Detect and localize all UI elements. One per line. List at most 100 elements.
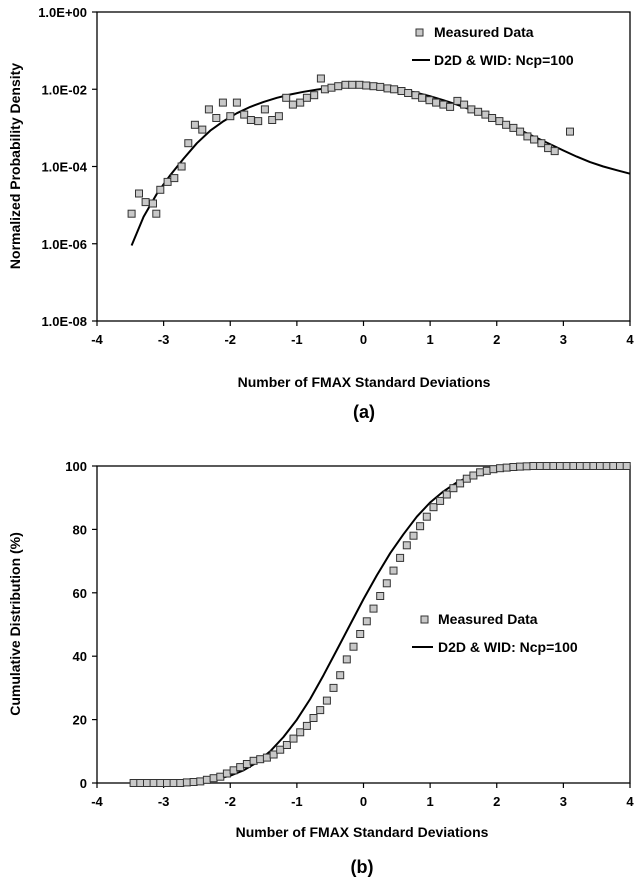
data-point-measured: [402, 541, 411, 550]
data-point-measured: [143, 779, 151, 787]
data-point-measured: [562, 462, 571, 470]
data-point-measured: [149, 199, 157, 208]
y-tick-label: 40: [73, 649, 87, 664]
x-tick-label: -4: [91, 332, 103, 347]
data-point-measured: [316, 74, 325, 83]
data-point-measured: [418, 93, 427, 102]
data-point-measured: [409, 531, 418, 540]
data-point-measured: [163, 177, 172, 186]
data-point-measured: [349, 642, 358, 651]
data-point-measured: [446, 102, 455, 111]
data-point-measured: [216, 772, 225, 781]
series-line-model: [130, 465, 630, 784]
y-tick-label: 60: [73, 586, 87, 601]
data-point-measured: [249, 756, 258, 765]
x-tick-label: -3: [158, 332, 170, 347]
data-point-measured: [582, 462, 591, 470]
legend-label-model: D2D & WID: Ncp=100: [438, 639, 578, 655]
data-point-measured: [355, 80, 364, 89]
data-point-measured: [556, 462, 564, 470]
data-point-measured: [376, 82, 385, 91]
data-point-measured: [576, 462, 584, 470]
data-point-measured: [135, 189, 143, 198]
data-point-measured: [198, 125, 207, 134]
data-point-measured: [529, 462, 538, 470]
legend-label-measured: Measured Data: [434, 24, 534, 40]
data-point-measured: [509, 463, 518, 471]
data-point-measured: [327, 83, 336, 92]
data-point-measured: [334, 82, 343, 91]
data-point-measured: [254, 117, 263, 126]
data-point-measured: [246, 116, 255, 124]
y-tick-label: 1.0E-08: [41, 314, 87, 329]
data-point-measured: [425, 96, 434, 105]
y-tick-label: 0: [80, 776, 87, 791]
data-point-measured: [502, 463, 511, 472]
data-point-measured: [136, 779, 145, 787]
x-tick-label: -1: [291, 332, 303, 347]
x-tick-label: -2: [224, 794, 236, 809]
data-point-measured: [209, 774, 218, 783]
data-point-measured: [449, 484, 458, 493]
data-point-measured: [516, 462, 525, 471]
panel-label: (b): [351, 857, 374, 877]
data-point-measured: [169, 779, 178, 787]
data-point-measured: [456, 479, 465, 488]
data-point-measured: [189, 778, 198, 786]
data-point-measured: [282, 741, 291, 749]
legend-marker-measured: [415, 28, 424, 37]
data-point-measured: [544, 144, 553, 153]
data-point-measured: [390, 85, 399, 94]
data-point-measured: [369, 82, 378, 91]
data-point-measured: [609, 462, 618, 470]
legend-label-measured: Measured Data: [438, 611, 538, 627]
x-tick-label: -1: [291, 794, 303, 809]
data-point-measured: [469, 471, 478, 480]
data-point-measured: [202, 775, 211, 784]
data-point-measured: [536, 462, 545, 470]
data-point-measured: [342, 655, 351, 664]
data-point-measured: [289, 734, 298, 743]
data-point-measured: [170, 174, 179, 183]
data-point-measured: [516, 127, 525, 136]
data-point-measured: [404, 89, 413, 97]
data-point-measured: [566, 127, 574, 136]
data-point-measured: [242, 760, 251, 768]
data-point-measured: [356, 630, 365, 638]
data-point-measured: [383, 84, 392, 93]
data-point-measured: [182, 778, 191, 787]
data-point-measured: [432, 98, 441, 107]
data-point-measured: [488, 114, 497, 122]
data-point-measured: [240, 110, 249, 119]
data-point-measured: [382, 579, 391, 588]
data-point-measured: [589, 462, 598, 470]
x-tick-label: 3: [560, 332, 567, 347]
data-point-measured: [329, 683, 338, 692]
data-point-measured: [542, 462, 551, 470]
data-point-measured: [149, 779, 158, 787]
data-point-measured: [336, 671, 345, 680]
y-axis-label: Cumulative Distribution (%): [7, 532, 23, 716]
data-point-measured: [127, 209, 136, 218]
x-tick-label: 2: [493, 794, 500, 809]
data-point-measured: [296, 728, 305, 737]
data-point-measured: [530, 135, 539, 144]
x-tick-label: 1: [427, 794, 434, 809]
data-point-measured: [341, 80, 350, 89]
panel-label: (a): [353, 402, 375, 422]
legend: Measured Data D2D & WID: Ncp=100: [412, 24, 574, 68]
data-point-measured: [236, 763, 245, 772]
data-point-measured: [269, 750, 278, 759]
data-point-measured: [177, 162, 186, 171]
data-point-measured: [523, 132, 532, 141]
data-point-measured: [204, 105, 213, 114]
data-point-measured: [296, 98, 305, 107]
legend-label-model: D2D & WID: Ncp=100: [434, 52, 574, 68]
y-tick-label: 1.0E-04: [41, 160, 87, 175]
data-point-measured: [274, 112, 283, 121]
data-point-measured: [422, 512, 431, 521]
y-tick-label: 100: [65, 459, 87, 474]
data-point-measured: [474, 107, 483, 116]
data-point-measured: [389, 566, 398, 575]
data-point-measured: [453, 96, 462, 105]
